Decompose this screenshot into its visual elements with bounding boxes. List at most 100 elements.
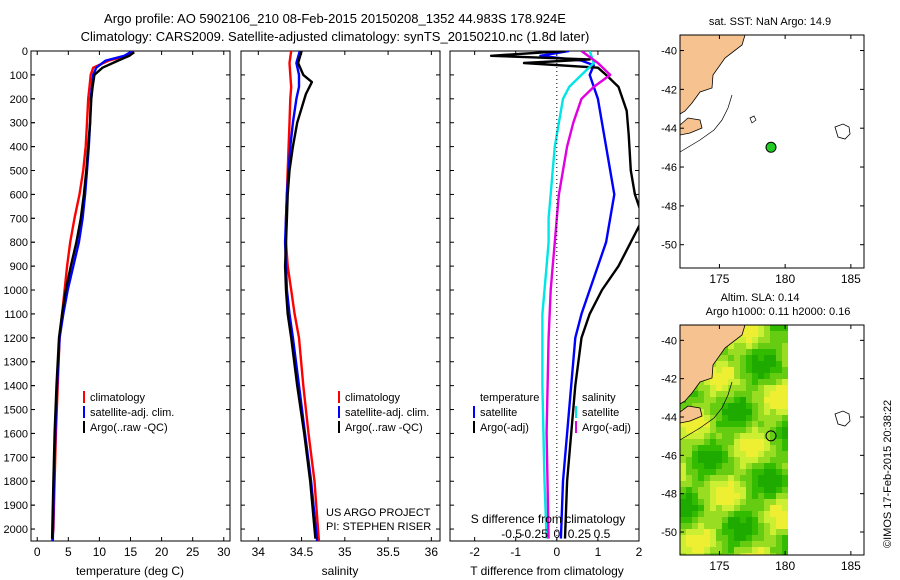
- sla-cell: [722, 493, 728, 499]
- map-y-tick-label: -42: [661, 374, 677, 386]
- sla-cell: [782, 337, 788, 343]
- sla-cell: [716, 547, 722, 553]
- sla-cell: [776, 433, 782, 439]
- sla-cell: [680, 439, 686, 445]
- sla-cell: [782, 487, 788, 493]
- sla-cell: [770, 553, 776, 555]
- sla-cell: [692, 547, 698, 553]
- sla-cell: [722, 481, 728, 487]
- sla-cell: [746, 361, 752, 367]
- sla-cell: [758, 379, 764, 385]
- map-x-tick-label: 180: [775, 559, 795, 573]
- sla-cell: [728, 469, 734, 475]
- sla-cell: [758, 361, 764, 367]
- sla-cell: [728, 481, 734, 487]
- small-island-outline: [749, 115, 757, 124]
- sla-cell: [770, 367, 776, 373]
- sla-cell: [776, 403, 782, 409]
- sla-cell: [698, 505, 704, 511]
- sla-cell: [734, 499, 740, 505]
- sla-cell: [758, 523, 764, 529]
- legend-label-climatology: climatology: [345, 392, 401, 404]
- sla-map-title: Altim. SLA: 0.14: [721, 292, 800, 304]
- sla-cell: [722, 499, 728, 505]
- sla-cell: [776, 343, 782, 349]
- sla-cell: [764, 379, 770, 385]
- sla-cell: [734, 391, 740, 397]
- sla-cell: [776, 421, 782, 427]
- sla-cell: [680, 505, 686, 511]
- sla-cell: [680, 451, 686, 457]
- sla-cell: [782, 391, 788, 397]
- sla-cell: [764, 457, 770, 463]
- x-tick-label: 25: [186, 545, 200, 559]
- sla-cell: [710, 475, 716, 481]
- sla-cell: [746, 535, 752, 541]
- sla-cell: [764, 517, 770, 523]
- sla-cell: [716, 421, 722, 427]
- sla-cell: [716, 511, 722, 517]
- sla-cell: [686, 439, 692, 445]
- sla-cell: [752, 517, 758, 523]
- sla-cell: [722, 397, 728, 403]
- sla-cell: [734, 553, 740, 555]
- sla-cell: [746, 511, 752, 517]
- north-island-land: [680, 325, 746, 405]
- sla-cell: [740, 439, 746, 445]
- sla-cell: [734, 421, 740, 427]
- sla-cell: [782, 541, 788, 547]
- map-y-tick-label: -44: [661, 123, 677, 135]
- sla-cell: [758, 505, 764, 511]
- sla-cell: [692, 487, 698, 493]
- sla-cell: [782, 535, 788, 541]
- sla-cell: [722, 463, 728, 469]
- sla-cell: [770, 415, 776, 421]
- sla-cell: [746, 541, 752, 547]
- sla-cell: [686, 523, 692, 529]
- x-tick-label: 15: [124, 545, 138, 559]
- legend-header-salinity: salinity: [582, 392, 616, 404]
- sla-cell: [698, 517, 704, 523]
- sla-cell: [716, 433, 722, 439]
- sla-cell: [776, 475, 782, 481]
- sla-cell: [764, 529, 770, 535]
- sla-cell: [710, 541, 716, 547]
- sla-cell: [728, 463, 734, 469]
- sla-cell: [782, 463, 788, 469]
- series-line-temperature-argo-adj-: [489, 51, 639, 539]
- sla-cell: [758, 385, 764, 391]
- sla-cell: [746, 391, 752, 397]
- sla-cell: [692, 511, 698, 517]
- sla-cell: [728, 553, 734, 555]
- sla-cell: [686, 535, 692, 541]
- sla-cell: [746, 487, 752, 493]
- sla-cell: [782, 343, 788, 349]
- sla-cell: [716, 457, 722, 463]
- map-x-tick-label: 175: [709, 559, 729, 573]
- sla-cell: [758, 499, 764, 505]
- sla-cell: [776, 523, 782, 529]
- sla-cell: [692, 463, 698, 469]
- sst-map-title: sat. SST: NaN Argo: 14.9: [709, 16, 831, 28]
- sla-cell: [746, 337, 752, 343]
- map-x-tick-label: 180: [775, 272, 795, 286]
- copyright-timestamp: ©IMOS 17-Feb-2015 20:38:22: [882, 400, 894, 548]
- sla-cell: [734, 445, 740, 451]
- sla-cell: [764, 535, 770, 541]
- sla-cell: [752, 331, 758, 337]
- salinity-plot: 34 34.5 35 35.5 36: [241, 50, 440, 559]
- sla-cell: [770, 517, 776, 523]
- sla-cell: [782, 385, 788, 391]
- sla-cell: [740, 367, 746, 373]
- sla-cell: [746, 349, 752, 355]
- sla-cell: [746, 379, 752, 385]
- sla-cell: [770, 529, 776, 535]
- sla-cell: [680, 421, 686, 427]
- sla-cell: [722, 367, 728, 373]
- sla-cell: [710, 457, 716, 463]
- sla-cell: [770, 505, 776, 511]
- sla-cell: [782, 523, 788, 529]
- sla-cell: [722, 535, 728, 541]
- sla-cell: [728, 457, 734, 463]
- sla-cell: [752, 361, 758, 367]
